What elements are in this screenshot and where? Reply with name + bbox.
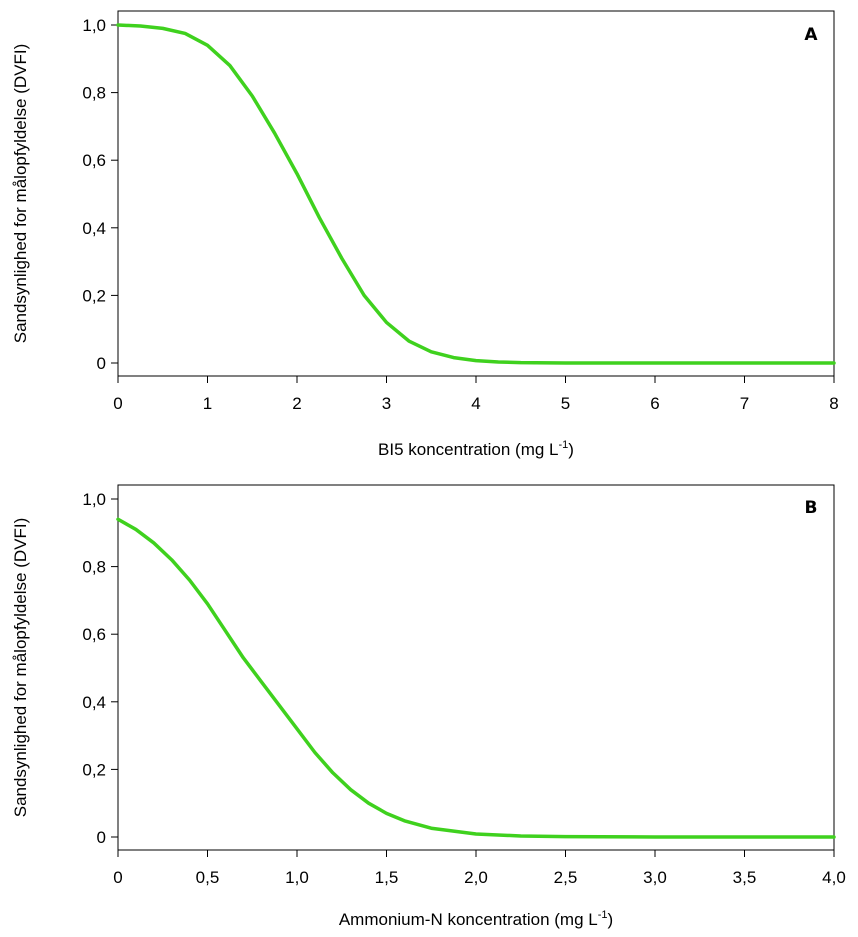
panel-label: B [805,498,818,518]
y-tick-label: 0,6 [82,625,106,644]
x-tick-label: 4 [471,394,480,413]
y-tick-label: 0,6 [82,151,106,170]
x-tick-label: 3,5 [733,868,757,887]
x-tick-label: 2 [292,394,301,413]
x-tick-label: 7 [740,394,749,413]
series-line [116,517,836,839]
x-tick-label: 1,0 [285,868,309,887]
x-tick-label: 4,0 [822,868,846,887]
x-tick-label: 3,0 [643,868,667,887]
x-tick-label: 0,5 [196,868,220,887]
x-tick-label: 2,5 [554,868,578,887]
y-tick-label: 0,2 [82,286,106,305]
chart-panel-a: 0 0,2 0,4 0,6 0,8 1,0 0 1 2 3 4 5 6 7 8 A BI5 koncentrat… [11,10,839,459]
y-axis-label: Sandsynlighed for målopfyldelse (DVFI) [11,44,30,344]
y-tick-label: 1,0 [82,16,106,35]
plot-frame [117,10,835,377]
chart-panel-b: 0 0,2 0,4 0,6 0,8 1,0 0 0,5 1,0 1,5 2,0 2,5 3,0 3,5 4,… [11,484,846,929]
y-axis-label: Sandsynlighed for målopfyldelse (DVFI) [11,518,30,818]
x-tick-label: 1 [203,394,212,413]
y-tick-label: 1,0 [82,490,106,509]
y-tick-label: 0,4 [82,693,106,712]
x-tick-label: 0 [113,868,122,887]
y-tick-label: 0 [97,828,106,847]
y-tick-label: 0,4 [82,219,106,238]
y-tick-label: 0,8 [82,558,106,577]
x-tick-label: 6 [650,394,659,413]
x-tick-label: 3 [382,394,391,413]
x-tick-label: 2,0 [464,868,488,887]
x-tick-label: 1,5 [375,868,399,887]
y-tick-label: 0 [97,354,106,373]
series-line [116,23,836,365]
x-axis-label: Ammonium-N koncentration (mg L-1) [339,909,613,929]
panel-label: A [804,25,818,45]
plot-frame [117,484,835,851]
y-tick-label: 0,8 [82,84,106,103]
x-tick-label: 8 [829,394,838,413]
x-axis-label: BI5 koncentration (mg L-1) [378,439,574,459]
x-tick-label: 0 [113,394,122,413]
x-tick-label: 5 [561,394,570,413]
y-tick-label: 0,2 [82,760,106,779]
